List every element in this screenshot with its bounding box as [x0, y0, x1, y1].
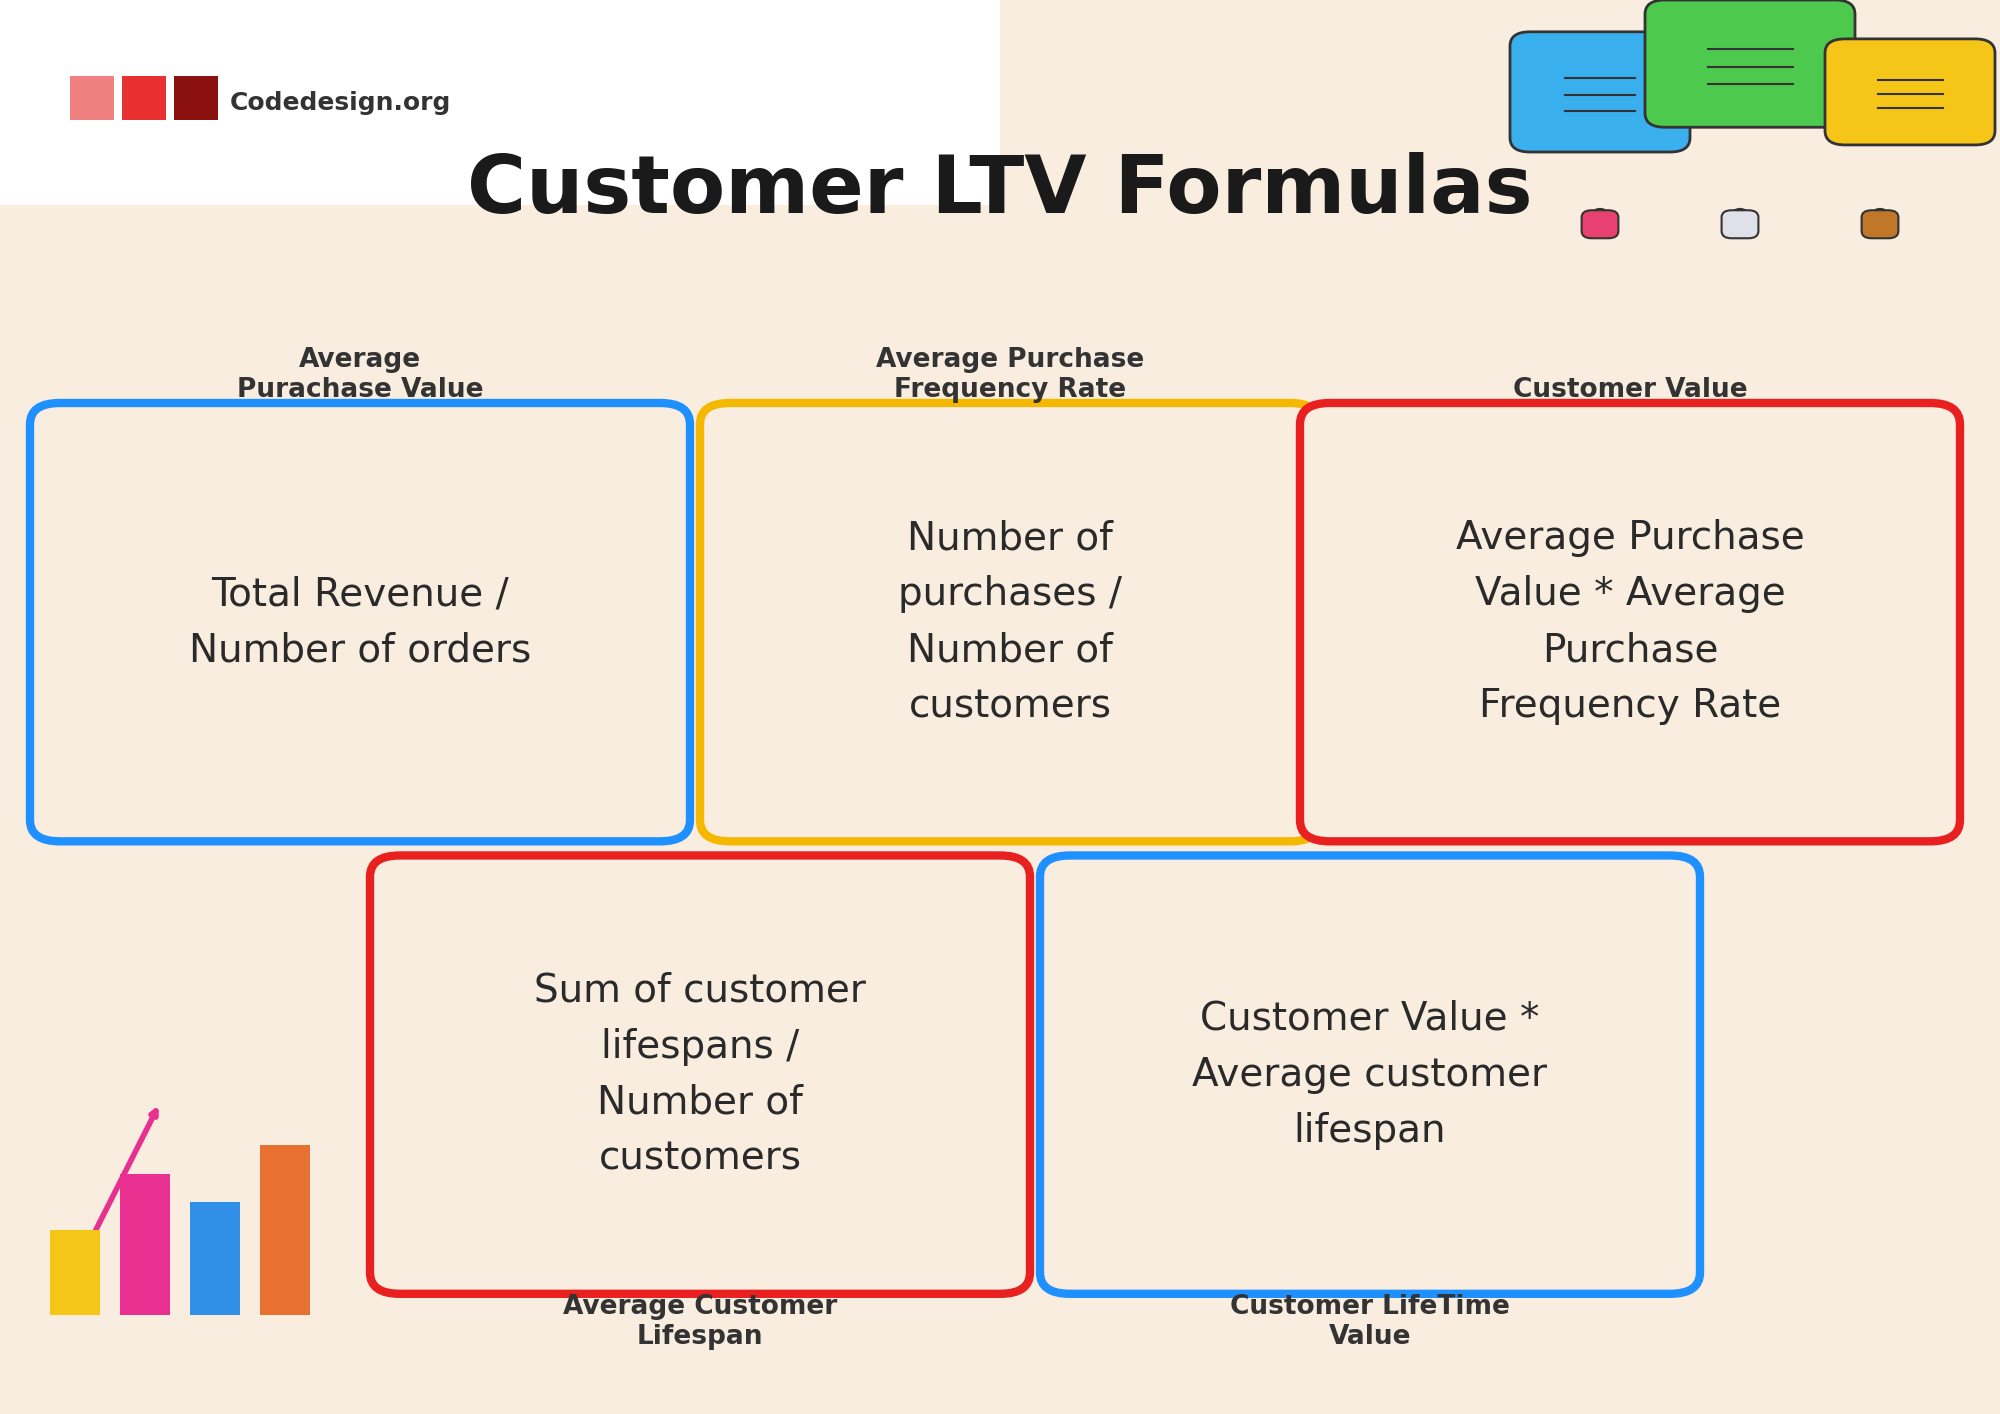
FancyBboxPatch shape: [1582, 211, 1618, 238]
Text: Average Purchase
Frequency Rate: Average Purchase Frequency Rate: [876, 346, 1144, 403]
FancyBboxPatch shape: [70, 76, 114, 120]
FancyBboxPatch shape: [0, 0, 1000, 205]
FancyBboxPatch shape: [174, 76, 218, 120]
Text: Customer Value *
Average customer
lifespan: Customer Value * Average customer lifesp…: [1192, 1000, 1548, 1150]
FancyBboxPatch shape: [1644, 0, 1856, 127]
Text: Average Purchase
Value * Average
Purchase
Frequency Rate: Average Purchase Value * Average Purchas…: [1456, 519, 1804, 725]
Text: Average
Purachase Value: Average Purachase Value: [236, 346, 484, 403]
FancyBboxPatch shape: [370, 855, 1030, 1294]
Circle shape: [1592, 209, 1608, 219]
FancyBboxPatch shape: [1862, 211, 1898, 238]
Text: Number of
purchases /
Number of
customers: Number of purchases / Number of customer…: [898, 519, 1122, 725]
Circle shape: [1732, 209, 1748, 219]
FancyBboxPatch shape: [1722, 211, 1758, 238]
FancyBboxPatch shape: [1040, 855, 1700, 1294]
FancyBboxPatch shape: [700, 403, 1320, 841]
FancyBboxPatch shape: [190, 1202, 240, 1315]
Text: Codedesign.org: Codedesign.org: [230, 92, 452, 115]
Text: Total Revenue /
Number of orders: Total Revenue / Number of orders: [188, 575, 532, 669]
FancyBboxPatch shape: [1300, 403, 1960, 841]
FancyBboxPatch shape: [1824, 38, 1994, 144]
FancyBboxPatch shape: [122, 76, 166, 120]
FancyBboxPatch shape: [1510, 31, 1690, 151]
FancyBboxPatch shape: [30, 403, 690, 841]
Text: Sum of customer
lifespans /
Number of
customers: Sum of customer lifespans / Number of cu…: [534, 971, 866, 1178]
Circle shape: [1872, 209, 1888, 219]
Text: Customer LifeTime
Value: Customer LifeTime Value: [1230, 1294, 1510, 1350]
Text: Average Customer
Lifespan: Average Customer Lifespan: [562, 1294, 838, 1350]
FancyBboxPatch shape: [260, 1145, 310, 1315]
Text: Customer LTV Formulas: Customer LTV Formulas: [468, 151, 1532, 230]
FancyBboxPatch shape: [120, 1174, 170, 1315]
Text: Customer Value: Customer Value: [1512, 378, 1748, 403]
FancyBboxPatch shape: [50, 1230, 100, 1315]
